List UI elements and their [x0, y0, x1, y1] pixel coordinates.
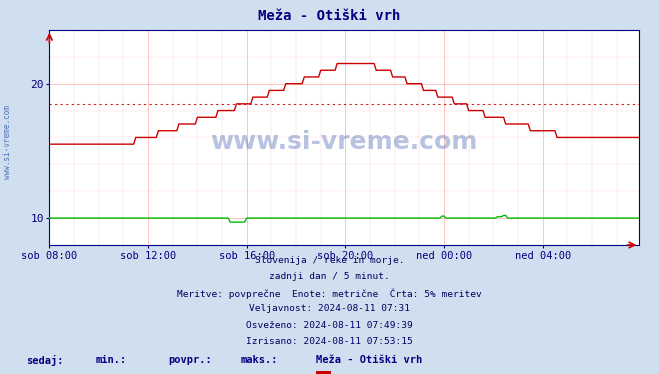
Text: Izrisano: 2024-08-11 07:53:15: Izrisano: 2024-08-11 07:53:15 [246, 337, 413, 346]
Text: Meža - Otiški vrh: Meža - Otiški vrh [316, 355, 422, 365]
Text: zadnji dan / 5 minut.: zadnji dan / 5 minut. [269, 272, 390, 281]
Text: www.si-vreme.com: www.si-vreme.com [3, 105, 13, 179]
Text: Meritve: povprečne  Enote: metrične  Črta: 5% meritev: Meritve: povprečne Enote: metrične Črta:… [177, 288, 482, 299]
Text: min.:: min.: [96, 355, 127, 365]
Text: maks.:: maks.: [241, 355, 278, 365]
Text: povpr.:: povpr.: [168, 355, 212, 365]
Text: sedaj:: sedaj: [26, 355, 64, 365]
Text: Slovenija / reke in morje.: Slovenija / reke in morje. [255, 256, 404, 265]
Text: Osveženo: 2024-08-11 07:49:39: Osveženo: 2024-08-11 07:49:39 [246, 321, 413, 329]
Text: www.si-vreme.com: www.si-vreme.com [211, 130, 478, 154]
Text: Veljavnost: 2024-08-11 07:31: Veljavnost: 2024-08-11 07:31 [249, 304, 410, 313]
Text: Meža - Otiški vrh: Meža - Otiški vrh [258, 9, 401, 23]
